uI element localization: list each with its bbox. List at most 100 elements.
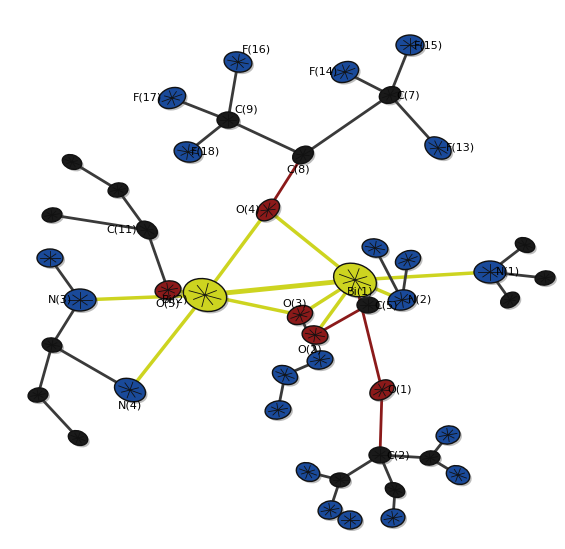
Ellipse shape	[185, 281, 229, 313]
Ellipse shape	[288, 305, 312, 324]
Ellipse shape	[420, 451, 440, 465]
Ellipse shape	[302, 326, 328, 344]
Text: F(14): F(14)	[308, 67, 338, 77]
Ellipse shape	[298, 464, 321, 484]
Ellipse shape	[476, 263, 508, 285]
Text: N(2): N(2)	[408, 295, 432, 305]
Ellipse shape	[137, 221, 157, 239]
Ellipse shape	[396, 35, 424, 55]
Ellipse shape	[372, 382, 396, 402]
Ellipse shape	[64, 289, 96, 311]
Ellipse shape	[422, 453, 442, 467]
Ellipse shape	[338, 511, 362, 529]
Text: F(13): F(13)	[445, 143, 475, 153]
Text: Bi(2): Bi(2)	[162, 295, 188, 305]
Ellipse shape	[265, 401, 291, 419]
Ellipse shape	[42, 208, 62, 222]
Ellipse shape	[398, 37, 426, 57]
Ellipse shape	[371, 449, 393, 465]
Ellipse shape	[364, 241, 390, 259]
Ellipse shape	[448, 468, 472, 486]
Ellipse shape	[307, 351, 333, 369]
Ellipse shape	[184, 278, 227, 311]
Text: O(1): O(1)	[388, 385, 412, 395]
Ellipse shape	[474, 261, 506, 283]
Ellipse shape	[37, 249, 63, 267]
Ellipse shape	[66, 291, 98, 313]
Ellipse shape	[116, 380, 147, 404]
Ellipse shape	[42, 338, 62, 352]
Ellipse shape	[174, 142, 202, 162]
Ellipse shape	[28, 388, 48, 402]
Ellipse shape	[115, 378, 146, 402]
Ellipse shape	[333, 263, 376, 297]
Ellipse shape	[318, 501, 342, 519]
Ellipse shape	[359, 299, 381, 315]
Ellipse shape	[535, 271, 555, 285]
Text: C(8): C(8)	[286, 164, 310, 174]
Ellipse shape	[110, 185, 130, 199]
Ellipse shape	[70, 433, 90, 447]
Ellipse shape	[30, 390, 50, 404]
Text: N(4): N(4)	[118, 400, 142, 410]
Ellipse shape	[158, 87, 185, 109]
Ellipse shape	[157, 283, 183, 301]
Text: N(1): N(1)	[496, 267, 520, 277]
Ellipse shape	[224, 52, 252, 72]
Ellipse shape	[257, 199, 280, 221]
Ellipse shape	[64, 156, 84, 171]
Ellipse shape	[138, 223, 159, 241]
Ellipse shape	[320, 503, 344, 521]
Text: O(2): O(2)	[298, 344, 322, 354]
Ellipse shape	[275, 367, 299, 386]
Ellipse shape	[518, 239, 537, 254]
Text: O(3): O(3)	[282, 298, 307, 308]
Ellipse shape	[369, 447, 391, 463]
Ellipse shape	[390, 292, 418, 312]
Ellipse shape	[155, 281, 181, 299]
Ellipse shape	[425, 137, 451, 159]
Text: C(11): C(11)	[107, 225, 137, 235]
Ellipse shape	[332, 475, 352, 489]
Text: F(16): F(16)	[241, 45, 271, 55]
Ellipse shape	[388, 290, 416, 310]
Ellipse shape	[226, 54, 254, 74]
Ellipse shape	[446, 466, 470, 484]
Ellipse shape	[332, 61, 359, 82]
Ellipse shape	[427, 139, 453, 161]
Ellipse shape	[289, 307, 315, 327]
Ellipse shape	[515, 238, 534, 253]
Ellipse shape	[295, 148, 315, 166]
Ellipse shape	[219, 114, 241, 130]
Ellipse shape	[39, 251, 65, 269]
Ellipse shape	[44, 210, 64, 224]
Ellipse shape	[397, 253, 423, 272]
Text: C(9): C(9)	[234, 105, 258, 115]
Ellipse shape	[501, 292, 519, 308]
Ellipse shape	[304, 328, 330, 346]
Ellipse shape	[379, 87, 401, 103]
Text: N(3): N(3)	[48, 295, 72, 305]
Ellipse shape	[336, 265, 379, 299]
Ellipse shape	[381, 509, 405, 527]
Ellipse shape	[258, 201, 281, 223]
Ellipse shape	[160, 89, 188, 110]
Text: O(5): O(5)	[156, 299, 180, 309]
Ellipse shape	[296, 463, 320, 481]
Ellipse shape	[108, 183, 128, 197]
Ellipse shape	[396, 250, 420, 270]
Ellipse shape	[340, 513, 364, 531]
Ellipse shape	[44, 340, 64, 354]
Text: C(7): C(7)	[396, 90, 420, 100]
Ellipse shape	[272, 366, 298, 384]
Ellipse shape	[438, 428, 462, 446]
Ellipse shape	[330, 473, 350, 487]
Text: C(5): C(5)	[374, 300, 398, 310]
Ellipse shape	[436, 426, 460, 444]
Ellipse shape	[309, 353, 335, 371]
Ellipse shape	[62, 155, 82, 170]
Ellipse shape	[176, 144, 204, 164]
Text: F(18): F(18)	[192, 147, 220, 157]
Ellipse shape	[387, 485, 407, 500]
Text: F(17): F(17)	[132, 93, 162, 103]
